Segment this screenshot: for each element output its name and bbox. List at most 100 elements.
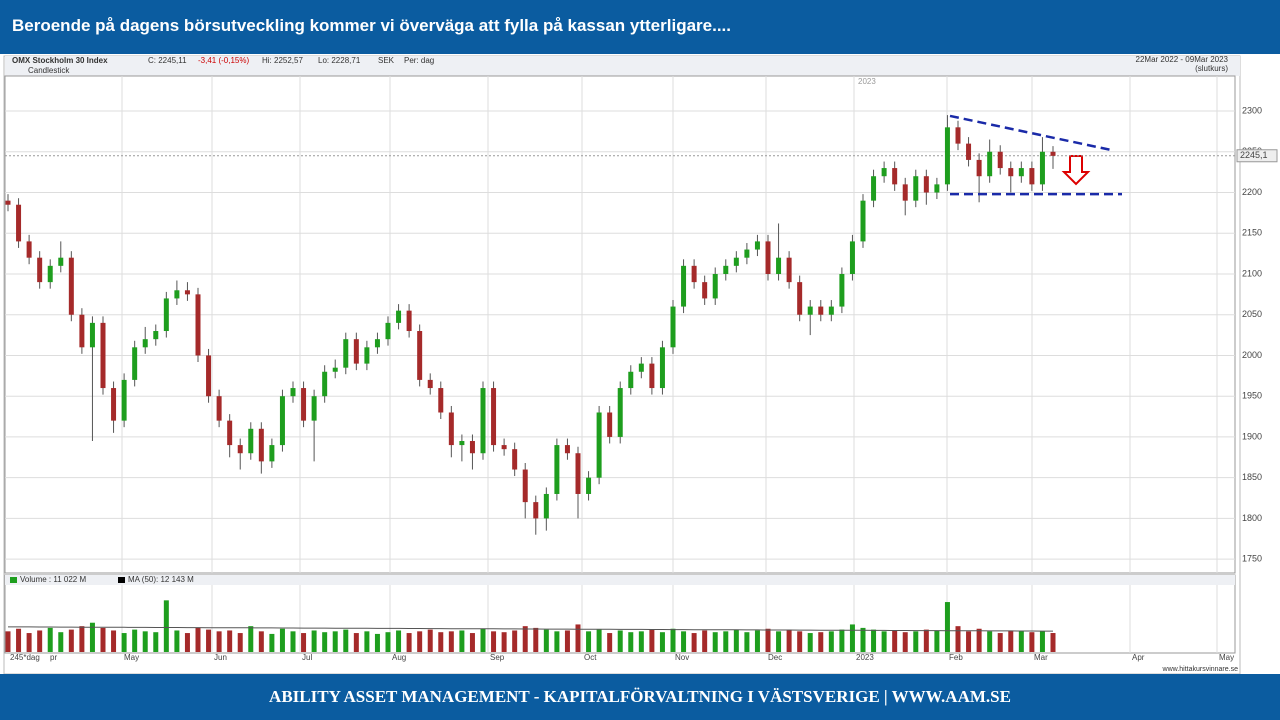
volume-bar (955, 626, 961, 652)
candle-body (37, 257, 43, 283)
volume-bar (712, 632, 718, 652)
candle-body (1029, 168, 1035, 185)
volume-bar (206, 629, 212, 652)
volume-bar (649, 629, 655, 652)
candle-body (997, 151, 1003, 169)
volume-bar (691, 633, 697, 652)
volume-bar (543, 629, 549, 652)
volume-bar (776, 631, 782, 652)
candle-body (913, 176, 919, 201)
volume-bar (723, 631, 729, 652)
candle-body (1050, 151, 1056, 156)
volume-bar (438, 632, 444, 652)
volume-bar (754, 630, 760, 652)
footer: ABILITY ASSET MANAGEMENT - KAPITALFÖRVAL… (0, 674, 1280, 720)
candle-body (501, 445, 507, 450)
volume-bar (301, 633, 307, 652)
low: Lo: 2228,71 (318, 56, 361, 65)
candle-body (754, 241, 760, 250)
y-tick-label: 2150 (1242, 228, 1262, 238)
candle-body (343, 339, 349, 368)
x-tick-label: Mar (1034, 653, 1048, 662)
candle-body (681, 265, 687, 307)
candle-body (966, 143, 972, 160)
volume-bar (227, 630, 233, 652)
volume-bar (702, 630, 708, 652)
candle-body (353, 339, 359, 364)
x-tick-label: Aug (392, 653, 406, 662)
price-panel (4, 75, 1236, 574)
candle-body (374, 339, 380, 348)
candle-body (987, 151, 993, 177)
candle-body (638, 363, 644, 372)
volume-bar (1008, 630, 1014, 652)
volume-bar (111, 630, 117, 652)
candle-body (216, 396, 222, 421)
candle-body (944, 127, 950, 185)
candle-body (258, 428, 264, 462)
volume-bar (216, 631, 222, 652)
x-tick-label: Sep (490, 653, 505, 662)
date-range: 22Mar 2022 - 09Mar 2023 (1136, 55, 1229, 64)
volume-header (5, 575, 1235, 585)
candle-body (881, 168, 887, 177)
candle-body (1008, 168, 1014, 177)
volume-bar (16, 628, 22, 652)
candle-body (860, 200, 866, 242)
volume-bar (807, 633, 813, 652)
candle-body (659, 347, 665, 389)
x-tick-label: 2023 (856, 653, 874, 662)
volume-bar (828, 631, 834, 652)
volume-bar (839, 629, 845, 652)
volume-bar (258, 631, 264, 652)
x-tick-label: Oct (584, 653, 597, 662)
volume-bar (607, 633, 613, 652)
footer-text: ABILITY ASSET MANAGEMENT - KAPITALFÖRVAL… (269, 687, 1011, 706)
y-tick-label: 2300 (1242, 105, 1262, 115)
volume-bar (522, 626, 528, 652)
volume-bar (849, 624, 855, 652)
volume-bar (406, 633, 412, 652)
volume-bar (1029, 632, 1035, 652)
candle-body (163, 298, 169, 332)
candle-body (5, 200, 11, 205)
x-tick-label: Jun (214, 653, 227, 662)
candle-body (786, 257, 792, 283)
volume-bar (1018, 631, 1024, 652)
candle-body (311, 396, 317, 421)
volume-bar (797, 631, 803, 652)
candle-body (111, 388, 117, 421)
x-tick-label: May (1219, 653, 1234, 662)
volume-bar (892, 630, 898, 652)
candle-body (206, 355, 212, 397)
volume-bar (670, 628, 676, 652)
y-tick-label: 1850 (1242, 472, 1262, 482)
candle-body (797, 282, 803, 315)
volume-bar (184, 633, 190, 652)
candle-body (733, 257, 739, 266)
candle-body (385, 322, 391, 340)
volume-bar (944, 602, 950, 652)
candle-body (26, 241, 32, 258)
period: Per: dag (404, 56, 434, 65)
volume-bar (1039, 631, 1045, 652)
candle-body (543, 493, 549, 519)
volume-bar (564, 630, 570, 652)
candle-body (322, 371, 328, 397)
y-tick-label: 1800 (1242, 513, 1262, 523)
volume-bar (976, 628, 982, 652)
candle-body (58, 257, 64, 266)
ma-line (8, 626, 1053, 632)
candle-body (934, 184, 940, 193)
candle-body (607, 412, 613, 437)
volume-bar (902, 632, 908, 652)
volume-bar (638, 631, 644, 652)
volume-bar (596, 629, 602, 652)
close: C: 2245,11 (148, 56, 187, 65)
candle-body (132, 347, 138, 380)
candle-body (89, 322, 95, 348)
candle-body (1018, 168, 1024, 177)
volume-bar (121, 633, 127, 652)
index-name: OMX Stockholm 30 Index (12, 56, 108, 65)
